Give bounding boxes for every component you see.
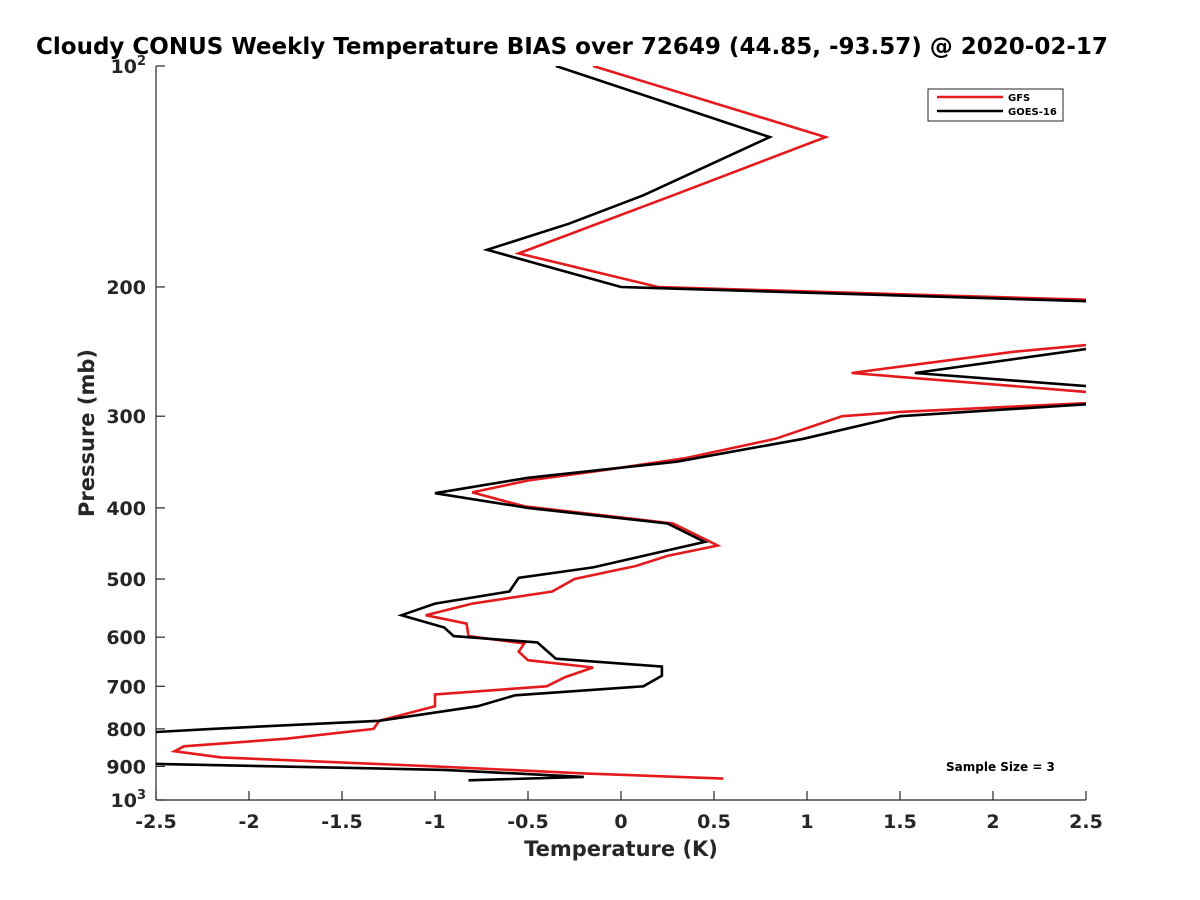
y-tick-label: 800 — [106, 719, 146, 741]
series-line-gfs — [170, 66, 1086, 780]
legend-label-goes16: GOES-16 — [1008, 107, 1057, 118]
x-tick-label: 2.5 — [1069, 811, 1103, 833]
y-tick-label: 200 — [106, 277, 146, 299]
x-tick-label: 0 — [614, 811, 627, 833]
chart-title: Cloudy CONUS Weekly Temperature BIAS ove… — [36, 34, 1108, 60]
x-tick-label: -2 — [238, 811, 259, 833]
x-tick-label: -1.5 — [321, 811, 363, 833]
y-tick-label: 500 — [106, 569, 146, 591]
sample-size-annotation: Sample Size = 3 — [946, 760, 1055, 774]
x-tick-label: -1 — [424, 811, 445, 833]
y-ticks: 102 200 300 400 500 600 700 800 900 103 — [106, 54, 165, 812]
x-tick-label: -2.5 — [135, 811, 177, 833]
legend-label-gfs: GFS — [1008, 93, 1030, 104]
x-tick-label: 0.5 — [697, 811, 731, 833]
y-tick-label: 700 — [106, 676, 146, 698]
x-axis-label: Temperature (K) — [524, 837, 718, 861]
x-tick-label: 2 — [986, 811, 999, 833]
x-tick-label: 1 — [800, 811, 813, 833]
legend-box — [927, 88, 1064, 122]
series-line-goes16 — [156, 66, 1086, 782]
x-ticks: -2.5 -2 -1.5 -1 -0.5 0 0.5 1 1.5 2 2.5 — [135, 791, 1103, 833]
y-tick-label: 900 — [106, 756, 146, 778]
y-tick-label: 300 — [106, 406, 146, 428]
series-group — [156, 66, 1086, 782]
y-axis-label: Pressure (mb) — [75, 349, 99, 517]
x-tick-label: -0.5 — [507, 811, 549, 833]
y-tick-label: 600 — [106, 627, 146, 649]
y-tick-label: 102 — [111, 54, 147, 78]
y-tick-label: 400 — [106, 498, 146, 520]
chart-legend: GFS GOES-16 — [927, 88, 1064, 122]
x-tick-label: 1.5 — [883, 811, 917, 833]
y-tick-label: 103 — [111, 788, 147, 812]
